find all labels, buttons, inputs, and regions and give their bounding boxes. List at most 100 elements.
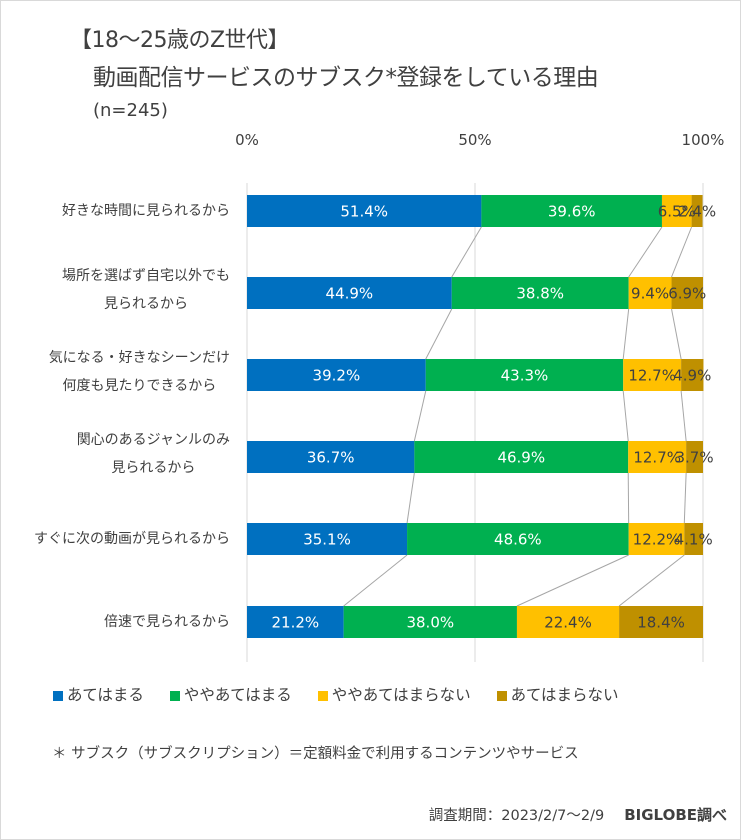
bar-segment xyxy=(684,523,703,555)
bar-segment xyxy=(628,277,672,309)
chart-title-line1: 【18～25歳のZ世代】 xyxy=(70,28,290,53)
category-label-line: 何度も見たりできるから xyxy=(62,378,217,394)
category-label: 倍速で見られるから xyxy=(104,608,230,636)
legend-item: あてはまらない xyxy=(496,683,619,705)
bar-segment xyxy=(691,195,703,227)
data-label: 51.4% xyxy=(340,203,388,221)
bar-segment xyxy=(425,359,624,391)
data-label: 35.1% xyxy=(303,531,351,549)
legend-swatch-icon xyxy=(496,690,507,701)
data-label: 44.9% xyxy=(326,285,374,303)
sample-size: (n=245) xyxy=(93,100,168,121)
series-line xyxy=(680,390,687,442)
category-label: 気になる・好きなシーンだけ 何度も見たりできるから xyxy=(49,344,230,400)
data-labels: 51.4% 39.6% 6.5%2.4% 44.9% 38.8% 9.4% 6.9% 39.2… xyxy=(272,203,717,632)
data-label: 2.4% xyxy=(678,203,716,221)
bar-segment xyxy=(681,359,704,391)
legend-swatch-icon xyxy=(53,690,63,701)
bar-segment xyxy=(247,523,408,555)
legend-label: ややあてはまらない xyxy=(331,686,471,704)
x-tick-label: 50% xyxy=(458,131,491,149)
data-label: 39.2% xyxy=(313,367,361,385)
data-label: 48.6% xyxy=(494,531,542,549)
data-label: 46.9% xyxy=(497,449,545,467)
series-line xyxy=(683,472,687,524)
series-line xyxy=(622,390,629,442)
data-label: 9.4% xyxy=(631,285,669,303)
data-label: 18.4% xyxy=(637,614,685,632)
series-line xyxy=(671,226,693,278)
survey-period: 調査期間：2023/2/7～2/9 xyxy=(428,808,605,824)
bar-segment xyxy=(671,277,703,309)
data-label: 21.2% xyxy=(272,614,320,632)
data-label: 38.0% xyxy=(406,614,454,632)
bar-segment xyxy=(619,606,703,638)
category-label-line: 見られるから xyxy=(104,296,188,312)
series-line xyxy=(451,226,482,278)
legend-swatch-icon xyxy=(169,690,180,701)
series-line xyxy=(343,554,408,607)
legend-swatch-icon xyxy=(317,690,328,701)
series-line xyxy=(413,390,427,442)
data-label: 12.7% xyxy=(633,449,681,467)
data-label: 6.5% xyxy=(658,203,696,221)
bar-segment xyxy=(516,606,620,638)
bar-segment xyxy=(247,195,482,227)
brand-credit: BIGLOBE調べ xyxy=(624,806,727,824)
x-tick-label: 100% xyxy=(682,131,725,149)
x-axis-ticks: 0% 50% 100% xyxy=(235,131,724,149)
bar-segment xyxy=(247,441,415,473)
bar-segment xyxy=(343,606,517,638)
legend: あてはまる ややあてはまる ややあてはまらない あてはまらない xyxy=(53,683,645,705)
bar-segment xyxy=(686,441,703,473)
series-line xyxy=(628,226,663,278)
data-label: 4.9% xyxy=(673,367,711,385)
data-label: 39.6% xyxy=(548,203,596,221)
legend-label: ややあてはまる xyxy=(183,686,292,704)
category-label-line: 好きな時間に見られるから xyxy=(62,203,230,219)
legend-label: あてはまる xyxy=(67,686,144,704)
legend-item: ややあてはまる xyxy=(169,683,292,705)
category-label: 好きな時間に見られるから xyxy=(62,197,230,225)
x-tick-label: 0% xyxy=(235,131,259,149)
bar-segment xyxy=(407,523,629,555)
data-label: 12.7% xyxy=(628,367,676,385)
data-label: 3.7% xyxy=(676,449,714,467)
bar-segment xyxy=(623,359,682,391)
data-label: 12.2% xyxy=(633,531,681,549)
category-label: すぐに次の動画が見られるから xyxy=(34,525,230,553)
data-label: 6.9% xyxy=(668,285,706,303)
series-line xyxy=(425,308,453,360)
series-line xyxy=(516,554,629,607)
series-connector-lines xyxy=(343,226,693,607)
category-label-line: すぐに次の動画が見られるから xyxy=(34,531,230,547)
category-label-line: 関心のあるジャンルのみ xyxy=(76,432,230,448)
category-label: 場所を選ばず自宅以外でも 見られるから xyxy=(62,262,230,318)
bars xyxy=(247,195,704,638)
bar-segment xyxy=(247,277,452,309)
data-label: 4.1% xyxy=(675,531,713,549)
legend-item: ややあてはまらない xyxy=(317,683,471,705)
bar-segment xyxy=(628,441,687,473)
data-label: 43.3% xyxy=(501,367,549,385)
source-credit: 調査期間：2023/2/7～2/9 BIGLOBE調べ xyxy=(429,804,727,825)
category-label: 関心のあるジャンルのみ 見られるから xyxy=(77,426,230,482)
series-line xyxy=(618,554,685,607)
data-label: 22.4% xyxy=(544,614,592,632)
bar-segment xyxy=(481,195,662,227)
bar-segment xyxy=(247,606,344,638)
category-label-line: 見られるから xyxy=(111,460,196,476)
legend-label: あてはまらない xyxy=(510,686,619,704)
bar-segment xyxy=(451,277,629,309)
footnote: ＊ サブスク（サブスクリプション）＝定額料金で利用するコンテンツやサービス xyxy=(52,746,579,762)
bar-segment xyxy=(661,195,692,227)
series-line xyxy=(406,472,415,524)
series-line xyxy=(622,308,630,360)
category-label-line: 場所を選ばず自宅以外でも xyxy=(62,268,230,284)
chart-title-line2: 動画配信サービスのサブスク*登録をしている理由 xyxy=(93,65,599,91)
series-line xyxy=(671,308,682,360)
bar-segment xyxy=(628,523,685,555)
category-label-line: 倍速で見られるから xyxy=(104,614,230,630)
